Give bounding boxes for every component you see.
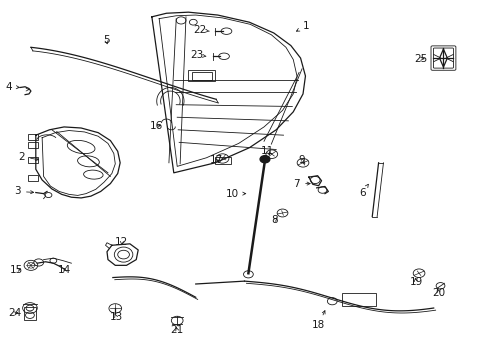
Text: 5: 5 — [103, 35, 109, 45]
Text: 12: 12 — [115, 237, 128, 247]
Text: 11: 11 — [261, 145, 274, 156]
Text: 16: 16 — [149, 121, 163, 131]
Text: 22: 22 — [193, 25, 209, 35]
Text: 17: 17 — [209, 155, 222, 165]
Text: 2: 2 — [19, 152, 39, 162]
Bar — [27, 175, 38, 181]
Text: 13: 13 — [109, 312, 122, 322]
Text: 24: 24 — [8, 309, 21, 318]
Bar — [215, 157, 230, 164]
Text: 1: 1 — [296, 21, 309, 31]
Bar — [24, 307, 36, 320]
Text: 20: 20 — [431, 288, 445, 298]
Text: 18: 18 — [311, 311, 325, 330]
Text: 23: 23 — [189, 50, 205, 60]
Text: 9: 9 — [298, 155, 304, 165]
Text: 25: 25 — [413, 54, 427, 64]
Text: 21: 21 — [170, 325, 183, 335]
Bar — [27, 157, 38, 163]
Text: 4: 4 — [5, 82, 20, 92]
Circle shape — [260, 156, 269, 163]
Text: 6: 6 — [358, 184, 367, 198]
Bar — [341, 293, 375, 306]
Bar — [27, 142, 38, 148]
Text: 8: 8 — [271, 215, 277, 225]
Bar — [27, 134, 38, 140]
Text: 15: 15 — [9, 265, 22, 275]
Text: 3: 3 — [14, 186, 34, 197]
Text: 19: 19 — [408, 277, 422, 287]
Bar — [191, 72, 212, 80]
Text: 14: 14 — [58, 265, 71, 275]
Text: 7: 7 — [293, 179, 309, 189]
Bar — [188, 70, 215, 81]
Text: 10: 10 — [225, 189, 245, 199]
